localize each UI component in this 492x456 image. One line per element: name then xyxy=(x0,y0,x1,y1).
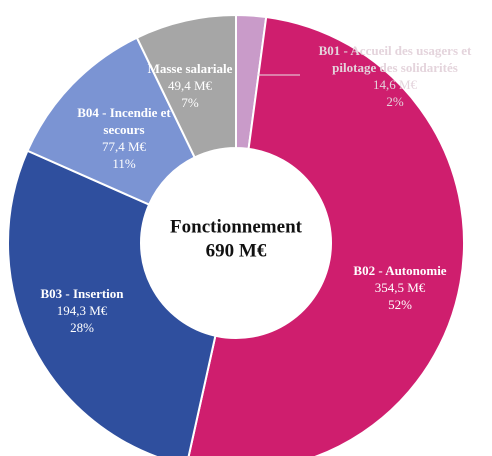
percent-label: 7% xyxy=(181,95,199,110)
segment-label: Masse salariale 49,4 M€ 7% xyxy=(130,60,250,111)
donut-segment xyxy=(187,15,465,456)
segment-name: B03 - Insertion xyxy=(40,286,124,301)
percent-label: 2% xyxy=(386,94,404,109)
percent-label: 52% xyxy=(388,297,412,312)
segment-name: B04 - Incendie et secours xyxy=(77,105,171,137)
value-label: 77,4 M€ xyxy=(101,139,147,154)
center-total: 690 M€ xyxy=(206,240,267,261)
value-label: 194,3 M€ xyxy=(56,303,108,318)
segment-name: B02 - Autonomie xyxy=(353,263,447,278)
segment-label: B02 - Autonomie 354,5 M€ 52% xyxy=(330,262,470,313)
segment-name: B01 - Accueil des usagers et pilotage de… xyxy=(318,43,472,75)
donut-segment xyxy=(7,149,217,456)
segment-label: B04 - Incendie et secours 77,4 M€ 11% xyxy=(64,104,184,172)
percent-label: 28% xyxy=(70,320,94,335)
center-title: Fonctionnement xyxy=(170,216,303,237)
percent-label: 11% xyxy=(112,156,136,171)
donut-segment xyxy=(135,13,237,159)
value-label: 49,4 M€ xyxy=(167,78,213,93)
segment-label: B01 - Accueil des usagers et pilotage de… xyxy=(295,42,492,110)
segment-label: B03 - Insertion 194,3 M€ 28% xyxy=(12,285,152,336)
value-label: 14,6 M€ xyxy=(372,77,418,92)
segment-name: Masse salariale xyxy=(147,61,233,76)
value-label: 354,5 M€ xyxy=(374,280,426,295)
